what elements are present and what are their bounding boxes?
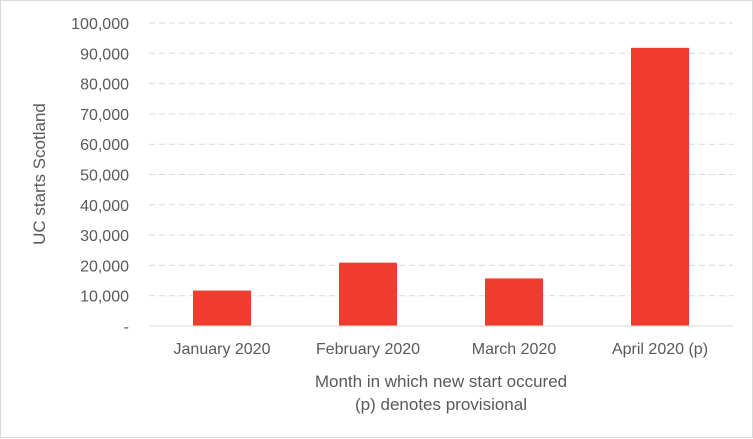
bar-0: [193, 290, 251, 326]
y-tick-label: 100,000: [71, 16, 129, 33]
bars: [193, 47, 689, 326]
y-tick-label: 80,000: [80, 77, 129, 94]
y-tick-label: 60,000: [80, 137, 129, 154]
y-tick-label: 70,000: [80, 107, 129, 124]
x-tick-label: April 2020 (p): [612, 341, 708, 358]
x-tick-label: January 2020: [174, 341, 271, 358]
y-tick-label: 30,000: [80, 228, 129, 245]
bar-3: [631, 47, 689, 326]
y-tick-label: 10,000: [80, 289, 129, 306]
x-axis-title-line-1: Month in which new start occured: [315, 372, 567, 391]
y-tick-label: 90,000: [80, 46, 129, 63]
x-tick-label: March 2020: [472, 341, 557, 358]
y-tick-label: 50,000: [80, 168, 129, 185]
bar-1: [339, 262, 397, 326]
gridlines: [149, 22, 733, 297]
y-tick-label: 20,000: [80, 258, 129, 275]
y-axis-tick-labels: - 10,000 20,000 30,000 40,000 50,000 60,000 70,…: [71, 16, 129, 336]
x-axis-tick-labels: January 2020 February 2020 March 2020 April…: [174, 341, 709, 358]
y-tick-label: -: [124, 319, 129, 336]
x-tick-label: February 2020: [316, 341, 420, 358]
y-axis-title: UC starts Scotland: [30, 103, 49, 245]
bar-2: [485, 278, 543, 326]
y-tick-label: 40,000: [80, 198, 129, 215]
x-axis-title-line-2: (p) denotes provisional: [355, 395, 527, 414]
